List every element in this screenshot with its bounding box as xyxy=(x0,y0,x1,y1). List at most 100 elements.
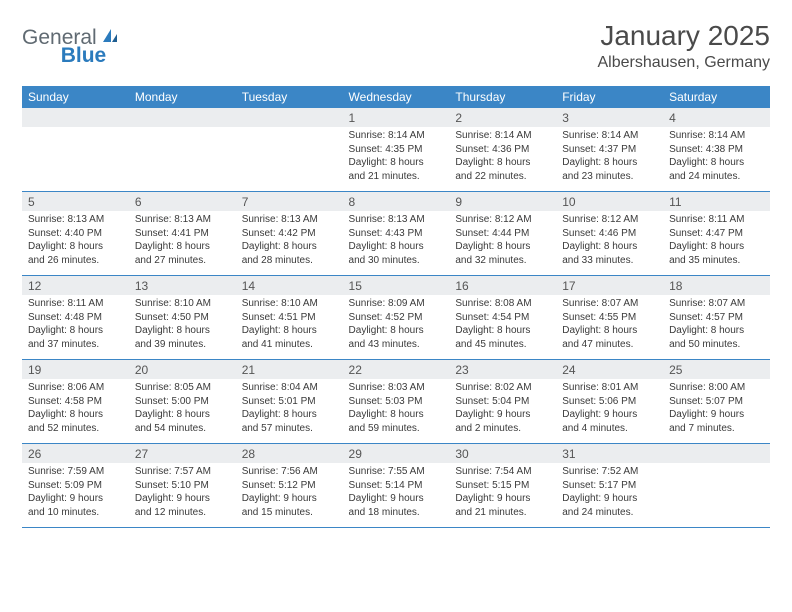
day-number: 1 xyxy=(343,108,450,127)
day-details: Sunrise: 8:12 AMSunset: 4:46 PMDaylight:… xyxy=(556,211,663,275)
day-number: 13 xyxy=(129,276,236,295)
day-header: Sunday xyxy=(22,86,129,108)
week-row: . . . 1Sunrise: 8:14 AMSunset: 4:35 PMDa… xyxy=(22,108,770,192)
day-details: Sunrise: 7:57 AMSunset: 5:10 PMDaylight:… xyxy=(129,463,236,527)
day-cell: 9Sunrise: 8:12 AMSunset: 4:44 PMDaylight… xyxy=(449,192,556,276)
day-number: 14 xyxy=(236,276,343,295)
day-details: Sunrise: 8:10 AMSunset: 4:51 PMDaylight:… xyxy=(236,295,343,359)
day-details: Sunrise: 7:54 AMSunset: 5:15 PMDaylight:… xyxy=(449,463,556,527)
day-number: 9 xyxy=(449,192,556,211)
day-number: 7 xyxy=(236,192,343,211)
day-number: 24 xyxy=(556,360,663,379)
day-details: Sunrise: 8:11 AMSunset: 4:47 PMDaylight:… xyxy=(663,211,770,275)
day-number: 3 xyxy=(556,108,663,127)
day-details: Sunrise: 8:13 AMSunset: 4:41 PMDaylight:… xyxy=(129,211,236,275)
day-details: Sunrise: 8:14 AMSunset: 4:36 PMDaylight:… xyxy=(449,127,556,191)
day-number: 30 xyxy=(449,444,556,463)
day-details: Sunrise: 8:02 AMSunset: 5:04 PMDaylight:… xyxy=(449,379,556,443)
day-number: 12 xyxy=(22,276,129,295)
day-cell: 4Sunrise: 8:14 AMSunset: 4:38 PMDaylight… xyxy=(663,108,770,192)
day-cell: 1Sunrise: 8:14 AMSunset: 4:35 PMDaylight… xyxy=(343,108,450,192)
day-cell: 31Sunrise: 7:52 AMSunset: 5:17 PMDayligh… xyxy=(556,444,663,528)
day-header: Monday xyxy=(129,86,236,108)
day-cell: 20Sunrise: 8:05 AMSunset: 5:00 PMDayligh… xyxy=(129,360,236,444)
day-cell: 11Sunrise: 8:11 AMSunset: 4:47 PMDayligh… xyxy=(663,192,770,276)
day-cell: 28Sunrise: 7:56 AMSunset: 5:12 PMDayligh… xyxy=(236,444,343,528)
day-number: 31 xyxy=(556,444,663,463)
week-row: 12Sunrise: 8:11 AMSunset: 4:48 PMDayligh… xyxy=(22,276,770,360)
day-details: Sunrise: 8:04 AMSunset: 5:01 PMDaylight:… xyxy=(236,379,343,443)
logo-text-blue: Blue xyxy=(61,44,107,68)
day-number: 29 xyxy=(343,444,450,463)
month-title: January 2025 xyxy=(597,20,770,52)
day-number: 28 xyxy=(236,444,343,463)
location: Albershausen, Germany xyxy=(597,54,770,72)
day-details: Sunrise: 8:05 AMSunset: 5:00 PMDaylight:… xyxy=(129,379,236,443)
day-cell: 25Sunrise: 8:00 AMSunset: 5:07 PMDayligh… xyxy=(663,360,770,444)
day-cell: 7Sunrise: 8:13 AMSunset: 4:42 PMDaylight… xyxy=(236,192,343,276)
calendar-body: . . . 1Sunrise: 8:14 AMSunset: 4:35 PMDa… xyxy=(22,108,770,528)
day-cell: 30Sunrise: 7:54 AMSunset: 5:15 PMDayligh… xyxy=(449,444,556,528)
day-number: 25 xyxy=(663,360,770,379)
logo: General Blue xyxy=(22,20,168,50)
day-number: 11 xyxy=(663,192,770,211)
week-row: 5Sunrise: 8:13 AMSunset: 4:40 PMDaylight… xyxy=(22,192,770,276)
day-number: 23 xyxy=(449,360,556,379)
day-details: Sunrise: 7:59 AMSunset: 5:09 PMDaylight:… xyxy=(22,463,129,527)
day-number: 6 xyxy=(129,192,236,211)
day-details: Sunrise: 8:07 AMSunset: 4:55 PMDaylight:… xyxy=(556,295,663,359)
day-number: 8 xyxy=(343,192,450,211)
day-details: Sunrise: 8:03 AMSunset: 5:03 PMDaylight:… xyxy=(343,379,450,443)
day-cell: 19Sunrise: 8:06 AMSunset: 4:58 PMDayligh… xyxy=(22,360,129,444)
day-details: Sunrise: 8:14 AMSunset: 4:38 PMDaylight:… xyxy=(663,127,770,191)
day-cell: 27Sunrise: 7:57 AMSunset: 5:10 PMDayligh… xyxy=(129,444,236,528)
day-number: 19 xyxy=(22,360,129,379)
day-cell: 8Sunrise: 8:13 AMSunset: 4:43 PMDaylight… xyxy=(343,192,450,276)
day-cell: 26Sunrise: 7:59 AMSunset: 5:09 PMDayligh… xyxy=(22,444,129,528)
day-details: Sunrise: 8:10 AMSunset: 4:50 PMDaylight:… xyxy=(129,295,236,359)
day-cell: 6Sunrise: 8:13 AMSunset: 4:41 PMDaylight… xyxy=(129,192,236,276)
header: General Blue January 2025 Albershausen, … xyxy=(22,20,770,72)
day-cell: 18Sunrise: 8:07 AMSunset: 4:57 PMDayligh… xyxy=(663,276,770,360)
day-cell: 21Sunrise: 8:04 AMSunset: 5:01 PMDayligh… xyxy=(236,360,343,444)
day-details: Sunrise: 8:13 AMSunset: 4:43 PMDaylight:… xyxy=(343,211,450,275)
day-number: 27 xyxy=(129,444,236,463)
day-cell: . xyxy=(22,108,129,192)
day-cell: 23Sunrise: 8:02 AMSunset: 5:04 PMDayligh… xyxy=(449,360,556,444)
day-header: Saturday xyxy=(663,86,770,108)
day-number: 21 xyxy=(236,360,343,379)
day-details: Sunrise: 8:13 AMSunset: 4:40 PMDaylight:… xyxy=(22,211,129,275)
day-cell: 2Sunrise: 8:14 AMSunset: 4:36 PMDaylight… xyxy=(449,108,556,192)
day-cell: 22Sunrise: 8:03 AMSunset: 5:03 PMDayligh… xyxy=(343,360,450,444)
day-cell: . xyxy=(236,108,343,192)
day-cell: 5Sunrise: 8:13 AMSunset: 4:40 PMDaylight… xyxy=(22,192,129,276)
day-details: Sunrise: 7:56 AMSunset: 5:12 PMDaylight:… xyxy=(236,463,343,527)
day-cell: 24Sunrise: 8:01 AMSunset: 5:06 PMDayligh… xyxy=(556,360,663,444)
day-number: 4 xyxy=(663,108,770,127)
day-details: Sunrise: 8:14 AMSunset: 4:35 PMDaylight:… xyxy=(343,127,450,191)
day-details: Sunrise: 8:09 AMSunset: 4:52 PMDaylight:… xyxy=(343,295,450,359)
day-header: Friday xyxy=(556,86,663,108)
day-cell: 15Sunrise: 8:09 AMSunset: 4:52 PMDayligh… xyxy=(343,276,450,360)
day-cell: 13Sunrise: 8:10 AMSunset: 4:50 PMDayligh… xyxy=(129,276,236,360)
day-number: 18 xyxy=(663,276,770,295)
day-number: 17 xyxy=(556,276,663,295)
day-number: 5 xyxy=(22,192,129,211)
day-details: Sunrise: 8:06 AMSunset: 4:58 PMDaylight:… xyxy=(22,379,129,443)
day-details: Sunrise: 7:55 AMSunset: 5:14 PMDaylight:… xyxy=(343,463,450,527)
calendar-table: SundayMondayTuesdayWednesdayThursdayFrid… xyxy=(22,86,770,528)
day-details: Sunrise: 7:52 AMSunset: 5:17 PMDaylight:… xyxy=(556,463,663,527)
day-details: Sunrise: 8:08 AMSunset: 4:54 PMDaylight:… xyxy=(449,295,556,359)
title-block: January 2025 Albershausen, Germany xyxy=(597,20,770,72)
day-number: 22 xyxy=(343,360,450,379)
day-number: 10 xyxy=(556,192,663,211)
day-cell: 10Sunrise: 8:12 AMSunset: 4:46 PMDayligh… xyxy=(556,192,663,276)
day-cell: 12Sunrise: 8:11 AMSunset: 4:48 PMDayligh… xyxy=(22,276,129,360)
day-details: Sunrise: 8:00 AMSunset: 5:07 PMDaylight:… xyxy=(663,379,770,443)
day-details: Sunrise: 8:01 AMSunset: 5:06 PMDaylight:… xyxy=(556,379,663,443)
day-header: Tuesday xyxy=(236,86,343,108)
day-cell: 3Sunrise: 8:14 AMSunset: 4:37 PMDaylight… xyxy=(556,108,663,192)
day-details: Sunrise: 8:13 AMSunset: 4:42 PMDaylight:… xyxy=(236,211,343,275)
day-cell: 17Sunrise: 8:07 AMSunset: 4:55 PMDayligh… xyxy=(556,276,663,360)
day-cell: . xyxy=(129,108,236,192)
